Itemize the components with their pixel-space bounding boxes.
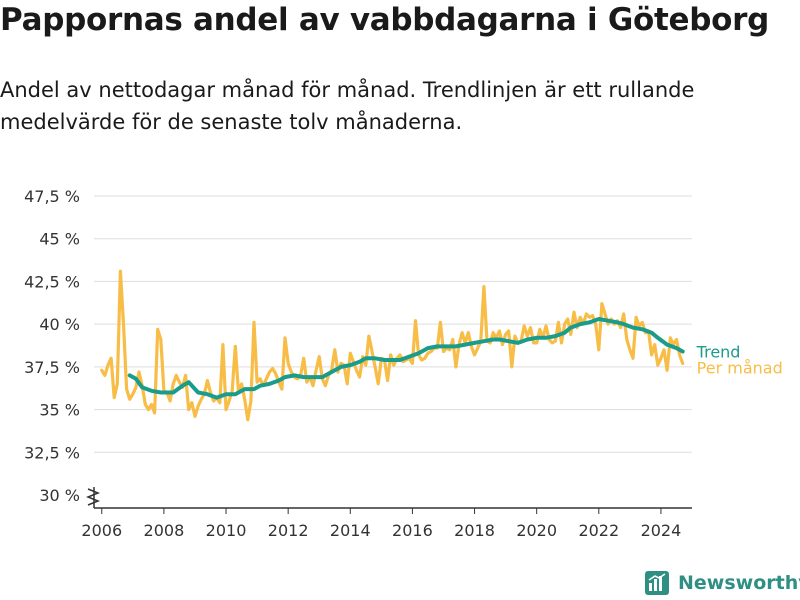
- x-tick-label: 2022: [578, 521, 619, 540]
- x-tick-label: 2010: [206, 521, 247, 540]
- y-tick-label: 45 %: [39, 230, 80, 249]
- chart-subtitle: Andel av nettodagar månad för månad. Tre…: [0, 78, 695, 134]
- y-axis-ticks: 30 % 32,5 % 35 % 37,5 % 40 % 42,5 % 45 % 47,5 %: [24, 187, 80, 505]
- chart-title: Pappornas andel av vabbdagarna i Götebor…: [0, 2, 770, 38]
- axis-break-icon: [85, 488, 101, 506]
- brand-logo: Newsworthy: [644, 570, 800, 596]
- y-tick-label: 42,5 %: [24, 272, 80, 291]
- x-tick-label: 2016: [392, 521, 433, 540]
- brand-name: Newsworthy: [678, 572, 800, 594]
- y-tick-label: 47,5 %: [24, 187, 80, 206]
- series-line-trend: [127, 317, 685, 400]
- y-tick-label: 32,5 %: [24, 443, 80, 462]
- x-tick-label: 2014: [330, 521, 371, 540]
- x-tick-label: 2006: [81, 521, 122, 540]
- axes: [85, 487, 692, 509]
- y-tick-label: 35 %: [39, 401, 80, 420]
- x-tick-label: 2024: [641, 521, 682, 540]
- x-axis-ticks: 2006 2008 2010 2012 2014 2016 2018 2020 2022 2024: [81, 508, 681, 540]
- x-tick-label: 2020: [516, 521, 557, 540]
- gridlines: [94, 195, 692, 453]
- x-tick-label: 2018: [454, 521, 495, 540]
- x-tick-label: 2012: [268, 521, 309, 540]
- series-line-per-manad: [100, 269, 685, 422]
- newsworthy-logo-icon: [645, 571, 669, 595]
- y-tick-label: 40 %: [39, 315, 80, 334]
- y-tick-label: 37,5 %: [24, 358, 80, 377]
- series-lines: [100, 269, 685, 422]
- series-label-trend: Trend: [696, 342, 741, 361]
- series-label-per-manad: Per månad: [697, 358, 783, 377]
- x-tick-label: 2008: [144, 521, 185, 540]
- y-tick-label: 30 %: [39, 486, 80, 505]
